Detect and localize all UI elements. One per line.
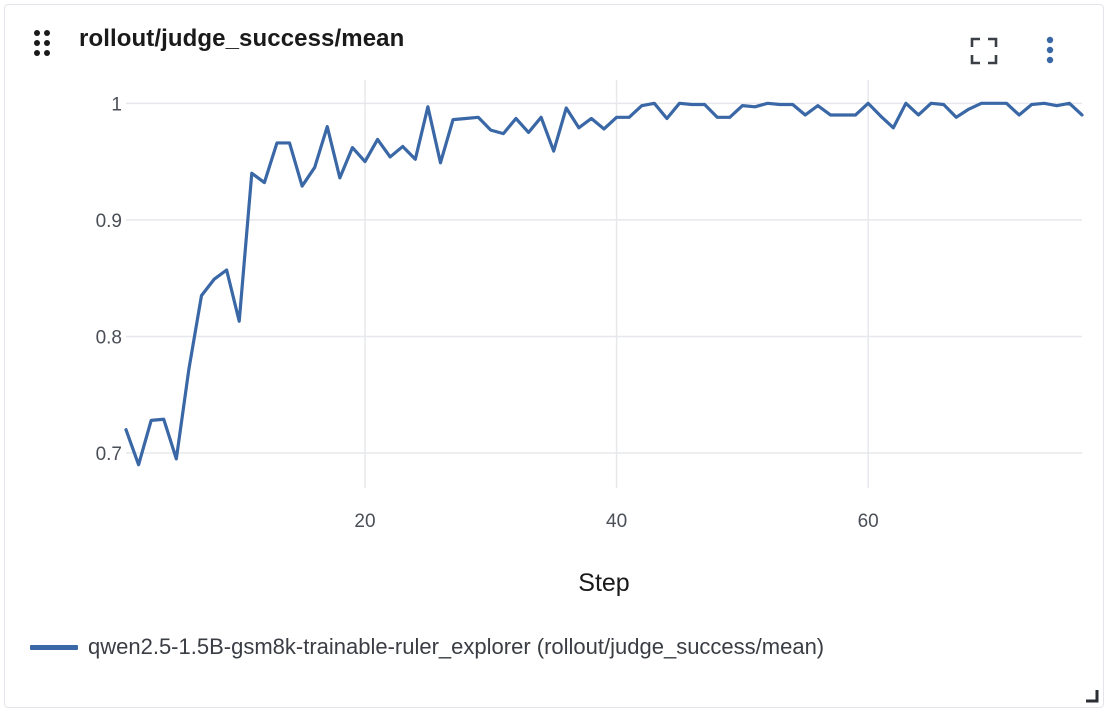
more-options-button[interactable] bbox=[1036, 33, 1064, 69]
panel-title: rollout/judge_success/mean bbox=[79, 25, 405, 52]
resize-corner-icon bbox=[1086, 690, 1099, 703]
series-line bbox=[124, 101, 1084, 467]
x-axis-label: Step bbox=[578, 569, 629, 597]
x-tick-label: 20 bbox=[354, 511, 375, 532]
legend-label: qwen2.5-1.5B-gsm8k-trainable-ruler_explo… bbox=[88, 634, 825, 659]
fullscreen-button[interactable] bbox=[966, 33, 1002, 69]
y-axis-ticks: 0.7 0.8 0.9 1 bbox=[96, 94, 122, 465]
y-tick-label: 1 bbox=[111, 94, 122, 115]
y-tick-label: 0.9 bbox=[96, 211, 122, 232]
fullscreen-icon bbox=[970, 37, 998, 65]
y-tick-label: 0.8 bbox=[96, 327, 122, 348]
legend-item[interactable]: qwen2.5-1.5B-gsm8k-trainable-ruler_explo… bbox=[30, 633, 824, 661]
x-axis-ticks: 20 40 60 bbox=[354, 511, 878, 532]
y-tick-label: 0.7 bbox=[96, 444, 122, 465]
resize-handle[interactable] bbox=[1082, 686, 1100, 704]
x-tick-label: 40 bbox=[606, 511, 627, 532]
series-lines bbox=[124, 101, 1084, 467]
grid-lines bbox=[126, 80, 1082, 488]
more-vertical-icon bbox=[1046, 36, 1054, 64]
legend-swatch bbox=[30, 644, 78, 650]
x-tick-label: 60 bbox=[858, 511, 879, 532]
drag-handle-icon[interactable] bbox=[34, 30, 54, 58]
chart-panel bbox=[4, 4, 1104, 708]
